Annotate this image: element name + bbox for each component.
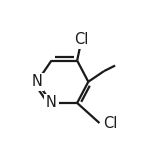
- Text: Cl: Cl: [74, 32, 89, 47]
- Text: N: N: [46, 96, 57, 111]
- Text: N: N: [32, 74, 42, 89]
- Text: Cl: Cl: [103, 116, 118, 131]
